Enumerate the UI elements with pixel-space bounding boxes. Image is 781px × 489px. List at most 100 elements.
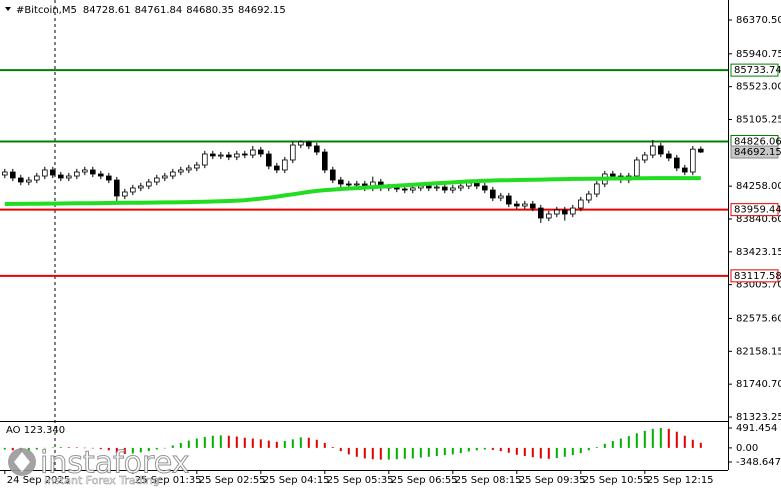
candle-body bbox=[98, 173, 104, 177]
candle-body bbox=[9, 171, 16, 179]
candle-body bbox=[481, 185, 488, 191]
candle-body bbox=[169, 171, 176, 177]
candle-body bbox=[233, 153, 240, 158]
ao-bar bbox=[195, 438, 198, 448]
y-tick-label: 86370.50 bbox=[736, 15, 781, 26]
ao-bar bbox=[99, 447, 102, 450]
candle-body bbox=[546, 213, 552, 219]
candle-body bbox=[281, 159, 288, 171]
candle-body bbox=[313, 145, 320, 153]
ao-bar bbox=[107, 447, 110, 451]
ao-bar bbox=[291, 439, 294, 448]
candle-body bbox=[337, 179, 344, 185]
x-tick-label: 25 Sep 04:15 bbox=[263, 475, 330, 486]
ao-bar bbox=[651, 428, 654, 448]
ao-bar bbox=[483, 447, 486, 450]
ao-bar bbox=[371, 447, 374, 460]
ao-bar bbox=[35, 447, 38, 450]
candle-body bbox=[25, 179, 32, 183]
ao-bar bbox=[563, 447, 566, 457]
price-box bbox=[730, 145, 779, 159]
y-tick-label: 82158.15 bbox=[736, 346, 781, 357]
candle-body bbox=[34, 175, 40, 181]
plot-area bbox=[0, 69, 728, 460]
ao-bar bbox=[539, 447, 542, 459]
ao-bar bbox=[219, 435, 222, 448]
ao-bar bbox=[379, 447, 382, 460]
ao-bar bbox=[347, 447, 350, 455]
y-tick-label: 85523.00 bbox=[736, 82, 781, 93]
ao-bar bbox=[331, 447, 334, 448]
candle-body bbox=[249, 149, 256, 156]
y-tick-label: 85105.25 bbox=[736, 115, 781, 126]
candle-body bbox=[698, 148, 704, 153]
ao-bar bbox=[611, 440, 614, 448]
candle-body bbox=[74, 171, 80, 177]
candle-body bbox=[674, 157, 680, 169]
candle-body bbox=[66, 175, 72, 179]
candle-body bbox=[554, 209, 560, 215]
watermark-brand: instaforex bbox=[40, 446, 189, 481]
candle-body bbox=[177, 169, 184, 173]
ao-bar bbox=[595, 447, 598, 448]
y-tick-label: 85940.75 bbox=[736, 49, 781, 60]
ao-bar bbox=[667, 428, 670, 448]
ao-bar bbox=[387, 447, 390, 460]
candle-body bbox=[265, 153, 272, 167]
y-tick-label: 83423.15 bbox=[736, 247, 781, 258]
ao-bar bbox=[675, 431, 678, 448]
candle-body bbox=[145, 181, 152, 187]
ao-bar bbox=[299, 437, 302, 448]
candle-body bbox=[90, 169, 96, 175]
candle-body bbox=[106, 175, 112, 181]
ao-bar bbox=[427, 447, 430, 457]
x-tick-label: 25 Sep 01:35 bbox=[135, 475, 202, 486]
symbol: #Bitcoin,M5 bbox=[16, 5, 77, 16]
ao-bar bbox=[267, 440, 270, 448]
y-tick-label: 0.00 bbox=[736, 443, 758, 454]
watermark: instaforex Instant Forex Trading bbox=[8, 445, 190, 487]
ao-bar bbox=[515, 447, 518, 455]
x-tick-label: 25 Sep 12:15 bbox=[647, 475, 714, 486]
candle-body bbox=[114, 179, 120, 197]
x-tick-label: 24 Sep 2025 bbox=[7, 475, 70, 486]
ao-bar bbox=[499, 447, 502, 452]
candle-body bbox=[201, 153, 208, 166]
candle-body bbox=[473, 182, 480, 187]
ao-bar bbox=[523, 447, 526, 456]
x-tick-label: 25 Sep 05:35 bbox=[327, 475, 394, 486]
ao-bar bbox=[275, 441, 278, 448]
ao-bar bbox=[179, 443, 182, 448]
ao-bar bbox=[339, 447, 342, 452]
candle-body bbox=[297, 141, 304, 146]
candle-body bbox=[321, 151, 328, 171]
ao-bar bbox=[163, 447, 166, 449]
candle-body bbox=[241, 153, 248, 156]
ao-bar bbox=[603, 443, 606, 448]
candle-body bbox=[562, 209, 568, 215]
ao-bar bbox=[27, 447, 30, 451]
candle-body bbox=[658, 145, 664, 155]
candle-body bbox=[457, 185, 464, 189]
candle-body bbox=[538, 207, 544, 219]
candle-body bbox=[17, 177, 24, 183]
candle-body bbox=[137, 185, 144, 189]
ao-bar bbox=[491, 447, 494, 450]
level-label-box bbox=[730, 269, 779, 283]
x-tick-label: 25 Sep 09:35 bbox=[519, 475, 586, 486]
candle-body bbox=[305, 141, 312, 147]
level-label-box bbox=[730, 203, 779, 217]
ao-bar bbox=[315, 439, 318, 448]
y-tick-label: 82575.60 bbox=[736, 313, 781, 324]
header-low: 84680.35 bbox=[186, 5, 234, 16]
ao-bar bbox=[579, 447, 582, 454]
candle-body bbox=[425, 185, 432, 189]
ao-bar bbox=[355, 447, 358, 457]
ao-bar bbox=[171, 445, 174, 448]
moving-average bbox=[4, 176, 701, 206]
candle-body bbox=[161, 175, 168, 179]
ao-bar bbox=[643, 430, 646, 448]
ao-bar bbox=[11, 447, 14, 451]
